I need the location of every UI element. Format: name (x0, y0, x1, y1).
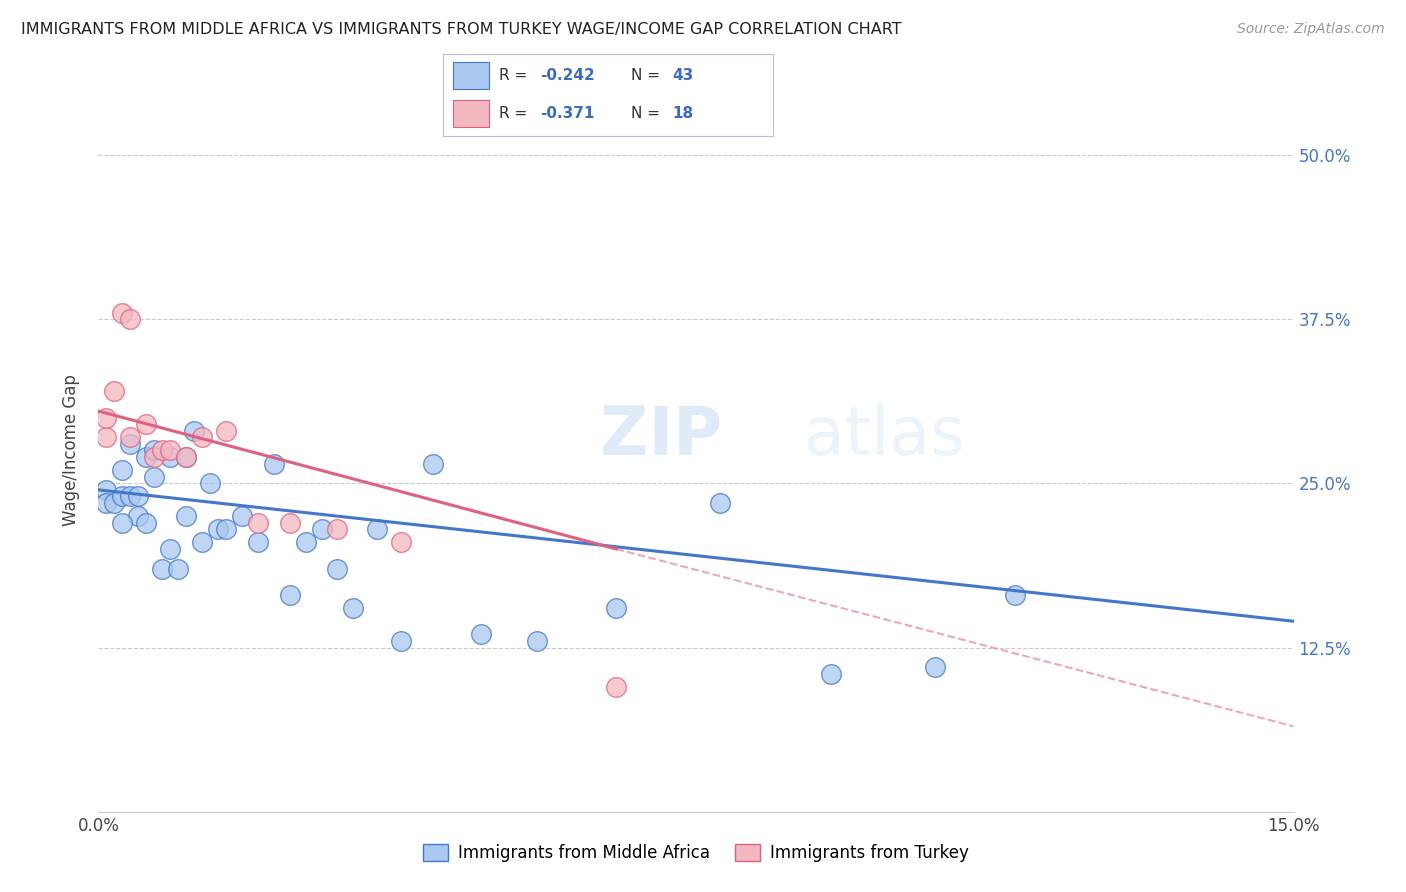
Point (294, 535, 316, 549)
Point (143, 450, 166, 464)
Point (709, 496, 731, 510)
Point (127, 509, 149, 524)
Point (150, 562, 173, 576)
Point (1004, 588, 1026, 602)
Point (167, 562, 190, 576)
Point (326, 562, 349, 576)
Y-axis label: Wage/Income Gap: Wage/Income Gap (62, 375, 80, 526)
Point (389, 634, 412, 648)
Point (311, 522, 333, 536)
Point (159, 443, 181, 458)
Point (278, 588, 301, 602)
Point (174, 450, 197, 464)
Point (111, 305, 134, 319)
Text: IMMIGRANTS FROM MIDDLE AFRICA VS IMMIGRANTS FROM TURKEY WAGE/INCOME GAP CORRELAT: IMMIGRANTS FROM MIDDLE AFRICA VS IMMIGRA… (21, 22, 901, 37)
Point (120, 430, 142, 444)
Point (231, 509, 253, 524)
Point (366, 522, 388, 536)
Point (191, 535, 214, 549)
Text: R =: R = (499, 68, 533, 83)
Point (143, 443, 166, 458)
Point (159, 541, 181, 556)
Point (174, 450, 197, 464)
Point (246, 535, 269, 549)
Point (174, 509, 197, 524)
Point (150, 443, 173, 458)
Point (263, 457, 285, 471)
Point (96, 430, 118, 444)
Point (278, 516, 301, 530)
Point (103, 384, 125, 399)
Point (326, 522, 349, 536)
Point (526, 634, 548, 648)
Point (96, 483, 118, 497)
Point (135, 417, 157, 432)
Bar (453, 62, 489, 89)
Point (389, 535, 412, 549)
Text: N =: N = (631, 68, 665, 83)
Text: ZIP: ZIP (600, 403, 723, 469)
Point (135, 450, 157, 464)
Point (422, 457, 444, 471)
Text: -0.242: -0.242 (540, 68, 595, 83)
Point (120, 490, 142, 504)
Point (103, 496, 125, 510)
Point (96, 496, 118, 510)
Text: N =: N = (631, 106, 665, 121)
Text: atlas: atlas (804, 403, 965, 469)
Text: 43: 43 (672, 68, 693, 83)
Text: R =: R = (499, 106, 533, 121)
Point (820, 666, 842, 681)
Point (111, 516, 134, 530)
Point (183, 424, 205, 438)
Point (198, 476, 221, 491)
Point (191, 430, 214, 444)
Point (120, 437, 142, 451)
Point (143, 469, 166, 483)
Point (246, 516, 269, 530)
Point (159, 450, 181, 464)
Point (96, 410, 118, 425)
Point (111, 463, 134, 477)
Point (215, 424, 238, 438)
Bar (453, 100, 489, 128)
Point (135, 516, 157, 530)
Point (111, 490, 134, 504)
Point (215, 522, 238, 536)
Legend: Immigrants from Middle Africa, Immigrants from Turkey: Immigrants from Middle Africa, Immigrant… (416, 837, 976, 869)
Point (605, 601, 627, 615)
Point (470, 627, 492, 641)
Point (605, 680, 627, 694)
Point (127, 490, 149, 504)
Point (207, 522, 229, 536)
Point (924, 660, 946, 674)
Text: -0.371: -0.371 (540, 106, 595, 121)
Text: 18: 18 (672, 106, 693, 121)
Point (120, 312, 142, 326)
Point (342, 601, 364, 615)
Text: Source: ZipAtlas.com: Source: ZipAtlas.com (1237, 22, 1385, 37)
